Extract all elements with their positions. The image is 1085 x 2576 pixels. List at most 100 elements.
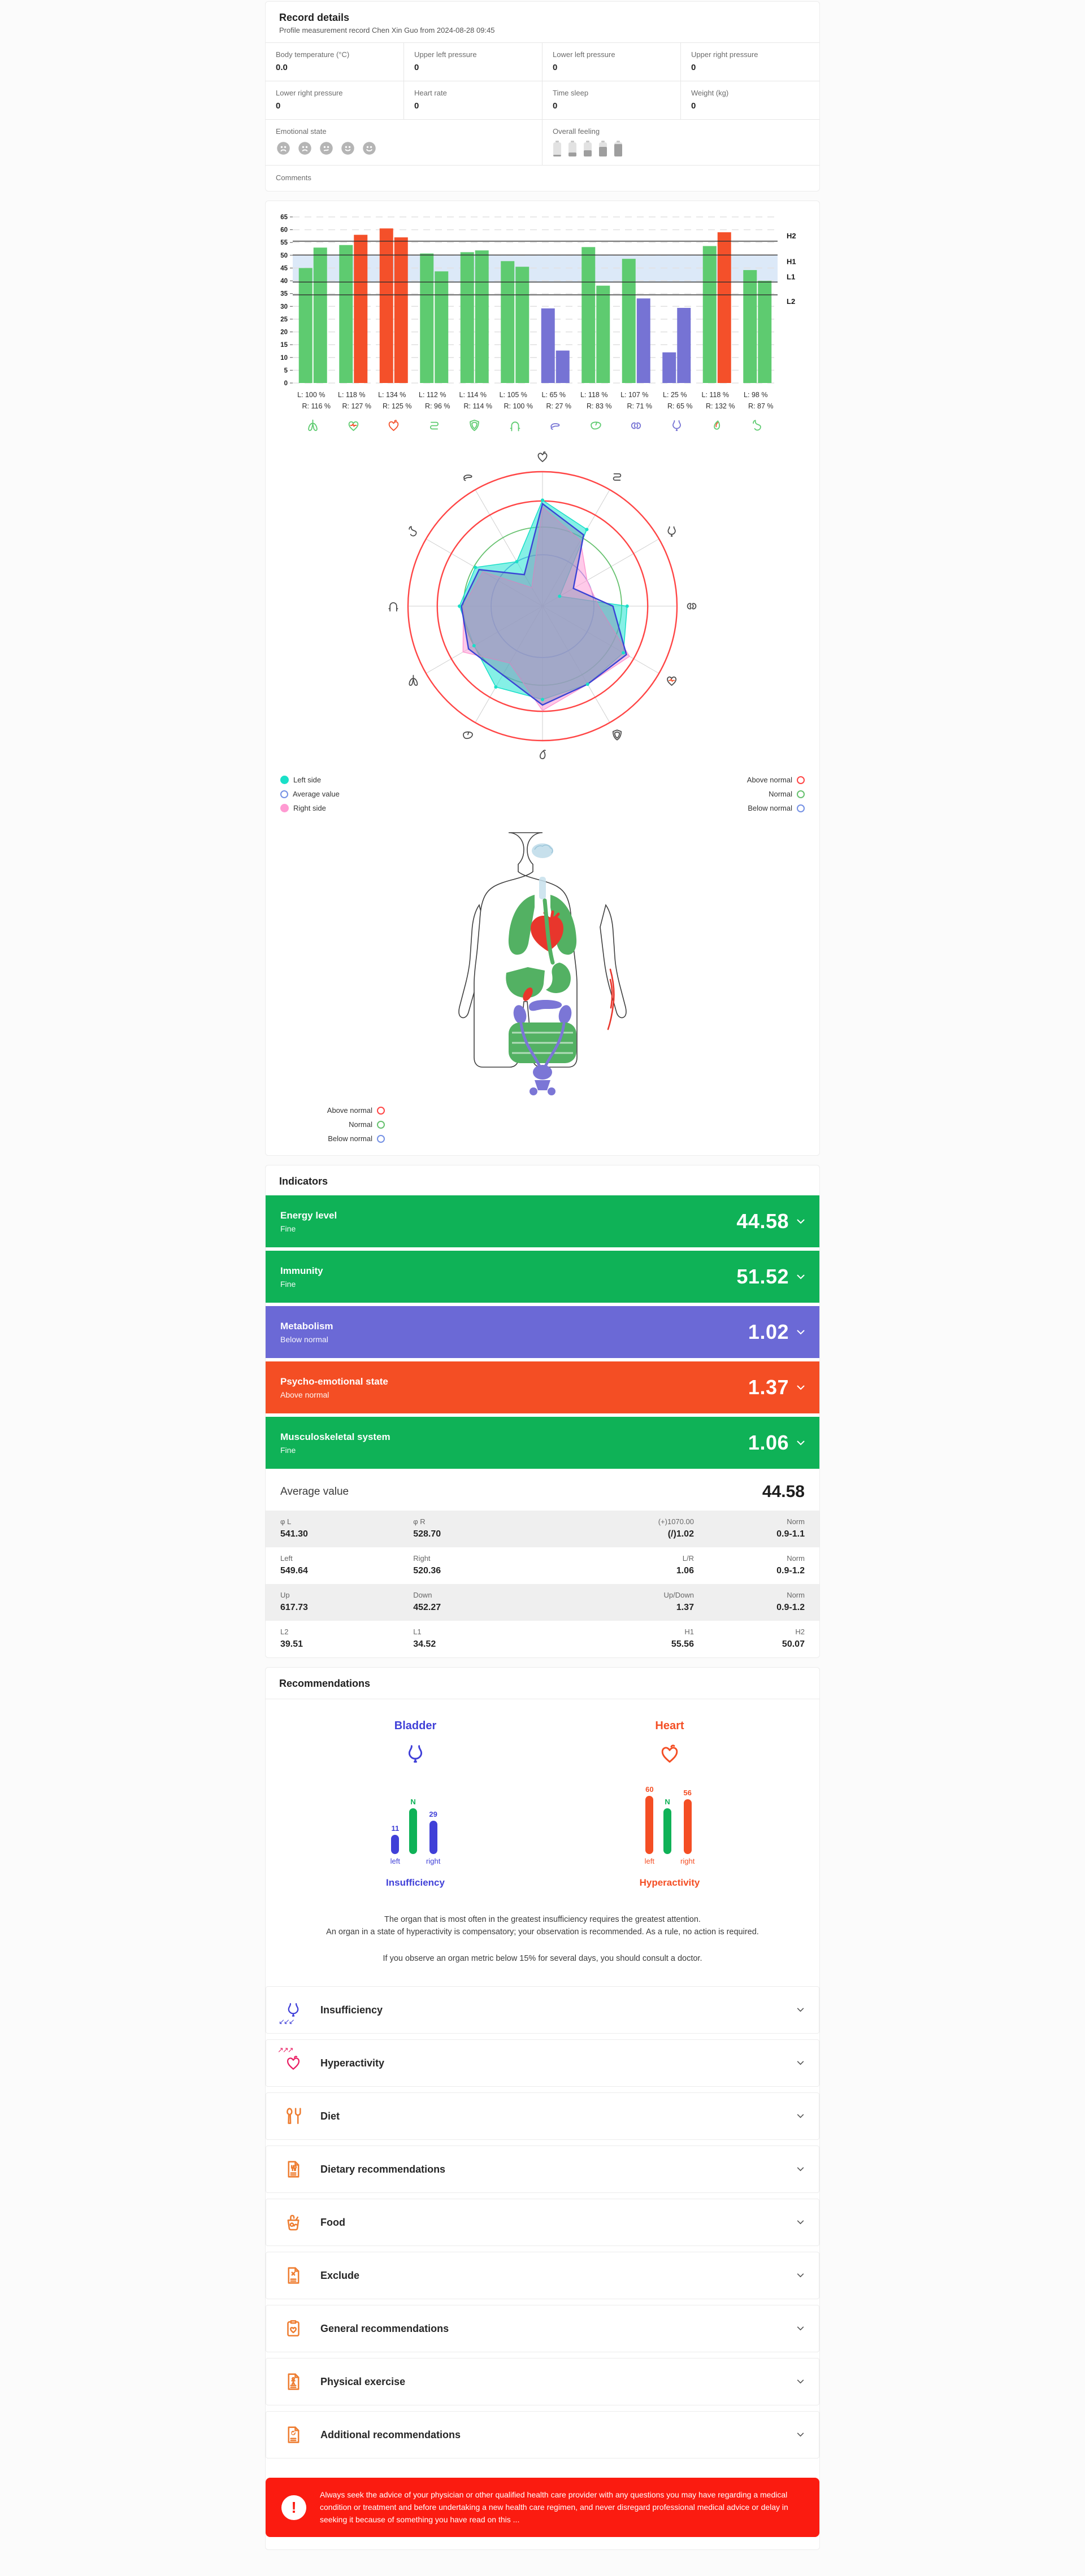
chevron-down-icon[interactable] [797, 2114, 804, 2118]
heart-icon [388, 420, 399, 431]
organ-panel-title: Heart [655, 1720, 684, 1732]
mini-bar-normal: N [663, 1781, 672, 1866]
chevron-down-icon[interactable] [797, 1441, 805, 1446]
organ-panel-title: Bladder [394, 1720, 437, 1732]
indicator-row-psycho-emotional-state[interactable]: Psycho-emotional state Above normal 1.37 [266, 1361, 819, 1413]
overall-feeling-rating[interactable] [553, 141, 809, 157]
doc-cutlery-icon [288, 2161, 300, 2178]
bar-label-right: R: 87 % [748, 402, 773, 410]
doc-cutlery-icon [281, 2159, 306, 2180]
metrics-cell-label: Norm [787, 1517, 805, 1526]
battery-level-icon[interactable] [568, 141, 577, 157]
bar-large-intestine-right [515, 267, 530, 383]
mini-bar-side-label: left [644, 1857, 655, 1865]
emotional-state-rating[interactable] [276, 141, 532, 156]
chevron-down-icon[interactable] [797, 2273, 804, 2278]
metrics-cell-value: (/)1.02 [667, 1529, 694, 1539]
chevron-down-icon[interactable] [797, 1219, 805, 1224]
legend-item: Above normal [280, 1106, 385, 1115]
chevron-down-icon[interactable] [797, 1385, 805, 1390]
mini-bar-right: 29 right [426, 1781, 440, 1866]
right-side-swatch [280, 804, 289, 812]
accordion-item-additional-recommendations[interactable]: Additional recommendations [266, 2411, 819, 2459]
bar-lymph-left [460, 252, 474, 383]
wry-face-icon[interactable] [319, 141, 334, 156]
legend-item: Average value [280, 790, 340, 798]
chevron-down-icon[interactable] [797, 2061, 804, 2065]
right-arm [600, 904, 627, 1019]
accordion-item-exclude[interactable]: Exclude [266, 2252, 819, 2300]
battery-level-icon[interactable] [553, 141, 562, 157]
body-map-legend: Above normal Normal Below normal [266, 1098, 819, 1155]
radar-axis-kidneys [687, 603, 697, 610]
accordion-item-food[interactable]: Food [266, 2199, 819, 2247]
accordion-item-general-recommendations[interactable]: General recommendations [266, 2305, 819, 2353]
stomach-organ [546, 963, 571, 993]
battery-level-icon[interactable] [614, 141, 623, 157]
metrics-cell: Norm 0.9-1.2 [709, 1547, 819, 1584]
accordion-item-insufficiency[interactable]: ↙↙↙ Insufficiency [266, 1986, 819, 2034]
metrics-cell-label: L/R [682, 1554, 694, 1563]
accordion-item-diet[interactable]: Diet [266, 2092, 819, 2140]
chevron-down-icon[interactable] [797, 2167, 804, 2172]
metrics-cell: H1 55.56 [531, 1621, 709, 1657]
metrics-cell-label: φ L [280, 1517, 292, 1526]
recommendation-notes: The organ that is most often in the grea… [266, 1894, 819, 1970]
indicator-row-immunity[interactable]: Immunity Fine 51.52 [266, 1251, 819, 1303]
chevron-down-icon[interactable] [797, 2433, 804, 2437]
indicator-label: Energy level [280, 1209, 337, 1221]
sad-face-icon[interactable] [276, 141, 291, 156]
organ-icon-cell [616, 418, 657, 433]
chevron-down-icon[interactable] [797, 2326, 804, 2331]
accordion-item-physical-exercise[interactable]: Physical exercise [266, 2358, 819, 2406]
svg-text:15: 15 [280, 342, 288, 349]
frown-face-icon[interactable] [297, 141, 313, 156]
disclaimer-text: Always seek the advice of your physician… [320, 2490, 788, 2524]
legend-item: Right side [280, 804, 340, 812]
emotional-state-label: Emotional state [276, 127, 327, 136]
metrics-cell: (+)1070.00 (/)1.02 [531, 1511, 709, 1547]
pericardium-icon [348, 421, 359, 431]
chevron-down-icon[interactable] [797, 1274, 805, 1280]
indicator-row-metabolism[interactable]: Metabolism Below normal 1.02 [266, 1306, 819, 1358]
record-field: Upper right pressure 0 [681, 43, 819, 81]
record-field: Upper left pressure 0 [404, 43, 542, 81]
metrics-cell-label: L2 [280, 1628, 289, 1636]
red-ring-swatch [797, 776, 805, 784]
indicator-value: 44.58 [736, 1209, 789, 1233]
organ-icon-cell [535, 418, 576, 433]
gallbladder-organ [523, 987, 533, 1001]
bar-label-right: R: 100 % [504, 402, 533, 410]
smile-face-icon[interactable] [340, 141, 355, 156]
red-ring-swatch [377, 1106, 385, 1115]
gallbladder-icon [539, 750, 546, 759]
chevron-down-icon[interactable] [797, 2008, 804, 2012]
accordion-item-hyperactivity[interactable]: ↗↗↗ Hyperactivity [266, 2039, 819, 2087]
indicator-row-energy-level[interactable]: Energy level Fine 44.58 [266, 1195, 819, 1247]
indicator-row-musculoskeletal-system[interactable]: Musculoskeletal system Fine 1.06 [266, 1417, 819, 1469]
bar-label-left: L: 65 % [542, 391, 566, 399]
record-field-value: 0 [276, 101, 281, 111]
metrics-cell-value: 1.06 [676, 1566, 694, 1576]
chevron-down-icon[interactable] [797, 1330, 805, 1335]
battery-level-icon[interactable] [598, 141, 607, 157]
cutlery-icon [281, 2105, 306, 2127]
record-field: Body temperature (°C) 0.0 [266, 43, 404, 81]
metrics-cell-label: H2 [795, 1628, 805, 1636]
grin-face-icon[interactable] [362, 141, 377, 156]
chevron-down-icon[interactable] [797, 2220, 804, 2225]
recommendations-title: Recommendations [266, 1668, 819, 1699]
svg-text:0: 0 [284, 380, 288, 387]
chevron-down-icon[interactable] [797, 2379, 804, 2384]
accordion-item-dietary-recommendations[interactable]: Dietary recommendations [266, 2146, 819, 2194]
metrics-cell-value: 541.30 [280, 1529, 308, 1539]
comments-field[interactable]: Comments [276, 173, 311, 182]
record-field-label: Time sleep [553, 89, 589, 97]
indicator-value: 1.06 [748, 1431, 789, 1454]
organ-icon-cell [657, 418, 697, 433]
bar-label-left: L: 134 % [378, 391, 406, 399]
metrics-cell-label: Down [413, 1591, 432, 1599]
blue-ring-swatch [280, 790, 288, 798]
battery-level-icon[interactable] [583, 141, 592, 157]
metrics-cell: φ L 541.30 [266, 1511, 398, 1547]
